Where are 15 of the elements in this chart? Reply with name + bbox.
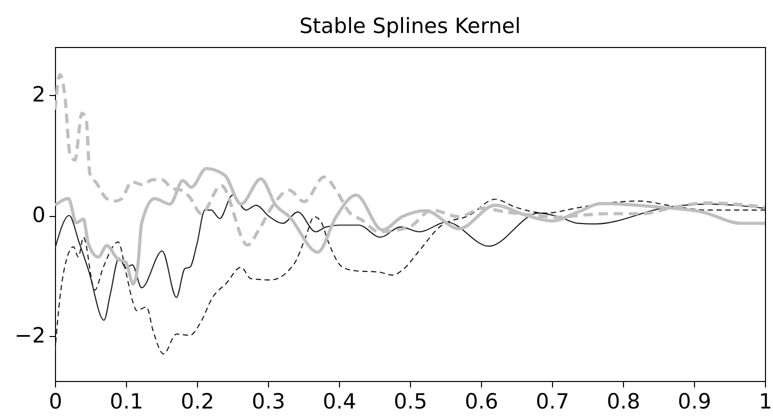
x-tick-label: 0.7 <box>536 390 570 414</box>
y-tick-label: −2 <box>14 323 46 348</box>
x-tick-label: 0.8 <box>606 390 640 414</box>
x-tick-label: 0.9 <box>678 390 712 414</box>
x-tick-label: 0 <box>48 390 62 414</box>
chart-title: Stable Splines Kernel <box>299 14 521 38</box>
x-tick-label: 0.2 <box>180 390 214 414</box>
y-tick-label: 0 <box>32 203 46 228</box>
x-tick-label: 0.4 <box>322 390 356 414</box>
x-tick-label: 0.6 <box>464 390 498 414</box>
x-tick-label: 0.3 <box>252 390 286 414</box>
x-tick-label: 1 <box>758 390 772 414</box>
x-tick-label: 0.5 <box>394 390 428 414</box>
x-tick-label: 0.1 <box>110 390 144 414</box>
y-tick-label: 2 <box>32 82 46 107</box>
